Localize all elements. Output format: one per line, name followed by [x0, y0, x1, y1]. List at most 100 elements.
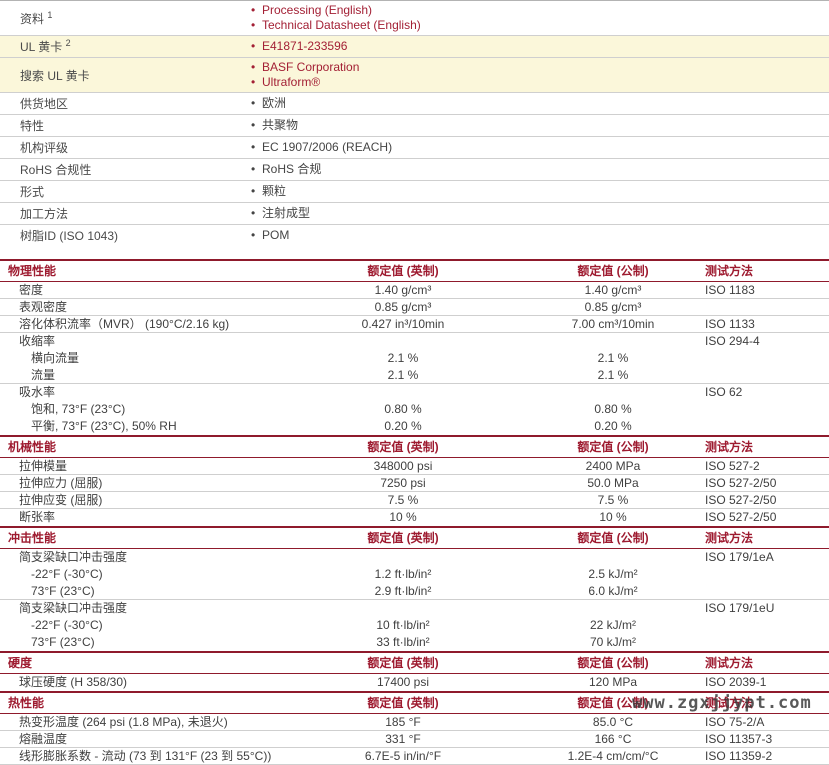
- section-header-row: 热性能 额定值 (英制) 额定值 (公制) 测试方法: [0, 691, 829, 714]
- metric-value: 7.00 cm³/10min: [571, 317, 655, 331]
- property-name: 热变形温度 (264 psi (1.8 MPa), 未退火): [19, 715, 228, 729]
- info-label-text: 机构评级: [20, 141, 69, 155]
- info-link[interactable]: BASF Corporation: [250, 60, 829, 75]
- column-header-imperial: 额定值 (英制): [367, 696, 439, 710]
- info-label: 资料 1: [0, 0, 250, 36]
- test-method: ISO 527-2: [705, 459, 760, 473]
- property-row: 收缩率 ISO 294-4: [0, 333, 829, 350]
- info-value-list: POM: [250, 228, 829, 243]
- section-header-row: 冲击性能 额定值 (英制) 额定值 (公制) 测试方法: [0, 526, 829, 549]
- column-header-test-method: 测试方法: [705, 531, 754, 545]
- property-name: 线形膨胀系数 - 流动 (73 到 131°F (23 到 55°C)): [19, 749, 272, 763]
- test-method: ISO 2039-1: [705, 675, 767, 689]
- property-row: 表观密度 0.85 g/cm³ 0.85 g/cm³: [0, 299, 829, 316]
- info-value-list: Processing (English)Technical Datasheet …: [250, 3, 829, 33]
- property-name: 吸水率: [19, 385, 56, 399]
- info-label-text: 搜索 UL 黄卡: [20, 68, 90, 83]
- test-method: ISO 294-4: [705, 334, 760, 348]
- metric-value: 7.5 %: [597, 493, 629, 507]
- test-method: ISO 11357-3: [705, 732, 773, 746]
- test-method: ISO 179/1eU: [705, 601, 775, 615]
- watermark-text: www.zgxjjypt.com: [632, 693, 812, 713]
- column-header-metric: 额定值 (公制): [577, 440, 649, 454]
- property-row: 熔融温度 331 °F 166 °C ISO 11357-3: [0, 731, 829, 748]
- section-title: 热性能: [8, 696, 45, 710]
- metric-value: 0.20 %: [594, 419, 632, 433]
- info-value-item: 注射成型: [250, 206, 829, 221]
- section-header-row: 机械性能 额定值 (英制) 额定值 (公制) 测试方法: [0, 435, 829, 458]
- property-row: 73°F (23°C) 33 ft·lb/in² 70 kJ/m²: [0, 634, 829, 651]
- column-header-test-method: 测试方法: [705, 264, 754, 278]
- info-label-text: 形式: [20, 185, 45, 199]
- info-value-list: 欧洲: [250, 96, 829, 111]
- column-header-test-method: 测试方法: [705, 696, 754, 710]
- property-name: 密度: [19, 283, 44, 297]
- info-value-cell: 共聚物: [250, 114, 829, 137]
- property-row: 73°F (23°C) 2.9 ft·lb/in² 6.0 kJ/m²: [0, 583, 829, 600]
- info-label-text: 特性: [20, 119, 45, 133]
- property-name: 流量: [31, 368, 56, 382]
- imperial-value: 0.427 in³/10min: [361, 317, 445, 331]
- metric-value: 85.0 °C: [592, 715, 634, 729]
- property-name: 球压硬度 (H 358/30): [19, 675, 128, 689]
- imperial-value: 331 °F: [385, 732, 421, 746]
- property-name: 饱和, 73°F (23°C): [31, 402, 126, 416]
- info-value-item: EC 1907/2006 (REACH): [250, 140, 829, 155]
- test-method: ISO 75-2/A: [705, 715, 765, 729]
- info-label: 搜索 UL 黄卡: [0, 57, 250, 93]
- property-row: 饱和, 73°F (23°C) 0.80 % 0.80 %: [0, 401, 829, 418]
- metric-value: 2.1 %: [597, 351, 629, 365]
- imperial-value: 1.40 g/cm³: [374, 283, 432, 297]
- info-link[interactable]: Ultraform®: [250, 75, 829, 90]
- test-method: [705, 566, 829, 583]
- test-method: [705, 617, 829, 634]
- metric-value: [528, 549, 698, 566]
- metric-value: [528, 600, 698, 617]
- info-link[interactable]: Processing (English): [250, 3, 829, 18]
- info-value-cell: BASF CorporationUltraform®: [250, 57, 829, 93]
- info-label: 供货地区: [0, 92, 250, 115]
- info-value-cell: 颗粒: [250, 180, 829, 203]
- imperial-value: [318, 384, 488, 401]
- info-label-text: 供货地区: [20, 97, 69, 111]
- test-method: ISO 527-2/50: [705, 476, 777, 490]
- info-value-item: 颗粒: [250, 184, 829, 199]
- property-section: 机械性能 额定值 (英制) 额定值 (公制) 测试方法 拉伸模量 348000 psi 24…: [0, 435, 829, 526]
- property-row: 球压硬度 (H 358/30) 17400 psi 120 MPa ISO 2039-…: [0, 674, 829, 691]
- info-link[interactable]: Technical Datasheet (English): [250, 18, 829, 33]
- section-header-row: 硬度 额定值 (英制) 额定值 (公制) 测试方法: [0, 651, 829, 674]
- info-row: UL 黄卡 2E41871-233596: [0, 35, 829, 58]
- info-link[interactable]: E41871-233596: [250, 39, 829, 54]
- column-header-test-method: 测试方法: [705, 440, 754, 454]
- imperial-value: [318, 600, 488, 617]
- property-sections: 物理性能 额定值 (英制) 额定值 (公制) 测试方法 密度 1.40 g/cm³ 1.40…: [0, 259, 829, 765]
- info-label: UL 黄卡 2: [0, 35, 250, 58]
- metric-value: 120 MPa: [588, 675, 638, 689]
- info-label: 树脂ID (ISO 1043): [0, 225, 250, 247]
- info-value-list: EC 1907/2006 (REACH): [250, 140, 829, 155]
- info-row: 加工方法 注射成型: [0, 202, 829, 225]
- property-name: 拉伸应力 (屈服): [19, 476, 103, 490]
- column-header-imperial: 额定值 (英制): [367, 264, 439, 278]
- imperial-value: 7.5 %: [387, 493, 419, 507]
- property-name: 溶化体积流率（MVR） (190°C/2.16 kg): [19, 317, 230, 331]
- metric-value: [528, 384, 698, 401]
- section-header-row: 物理性能 额定值 (英制) 额定值 (公制) 测试方法: [0, 259, 829, 282]
- property-row: -22°F (-30°C) 10 ft·lb/in² 22 kJ/m²: [0, 617, 829, 634]
- metric-value: 2.5 kJ/m²: [588, 567, 638, 581]
- info-row: 机构评级 EC 1907/2006 (REACH): [0, 136, 829, 159]
- info-value-list: BASF CorporationUltraform®: [250, 60, 829, 90]
- info-label-text: UL 黄卡: [20, 40, 63, 54]
- metric-value: 22 kJ/m²: [589, 618, 636, 632]
- info-label: 特性: [0, 114, 250, 137]
- section-title: 机械性能: [8, 440, 57, 454]
- info-value-cell: RoHS 合规: [250, 158, 829, 181]
- info-row: 搜索 UL 黄卡 BASF CorporationUltraform®: [0, 57, 829, 93]
- test-method: ISO 527-2/50: [705, 493, 777, 507]
- info-value-list: 颗粒: [250, 184, 829, 199]
- imperial-value: 1.2 ft·lb/in²: [374, 567, 432, 581]
- test-method: ISO 62: [705, 385, 743, 399]
- test-method: ISO 1183: [705, 283, 755, 297]
- info-value-list: E41871-233596: [250, 39, 829, 54]
- test-method: ISO 11359-2: [705, 749, 773, 763]
